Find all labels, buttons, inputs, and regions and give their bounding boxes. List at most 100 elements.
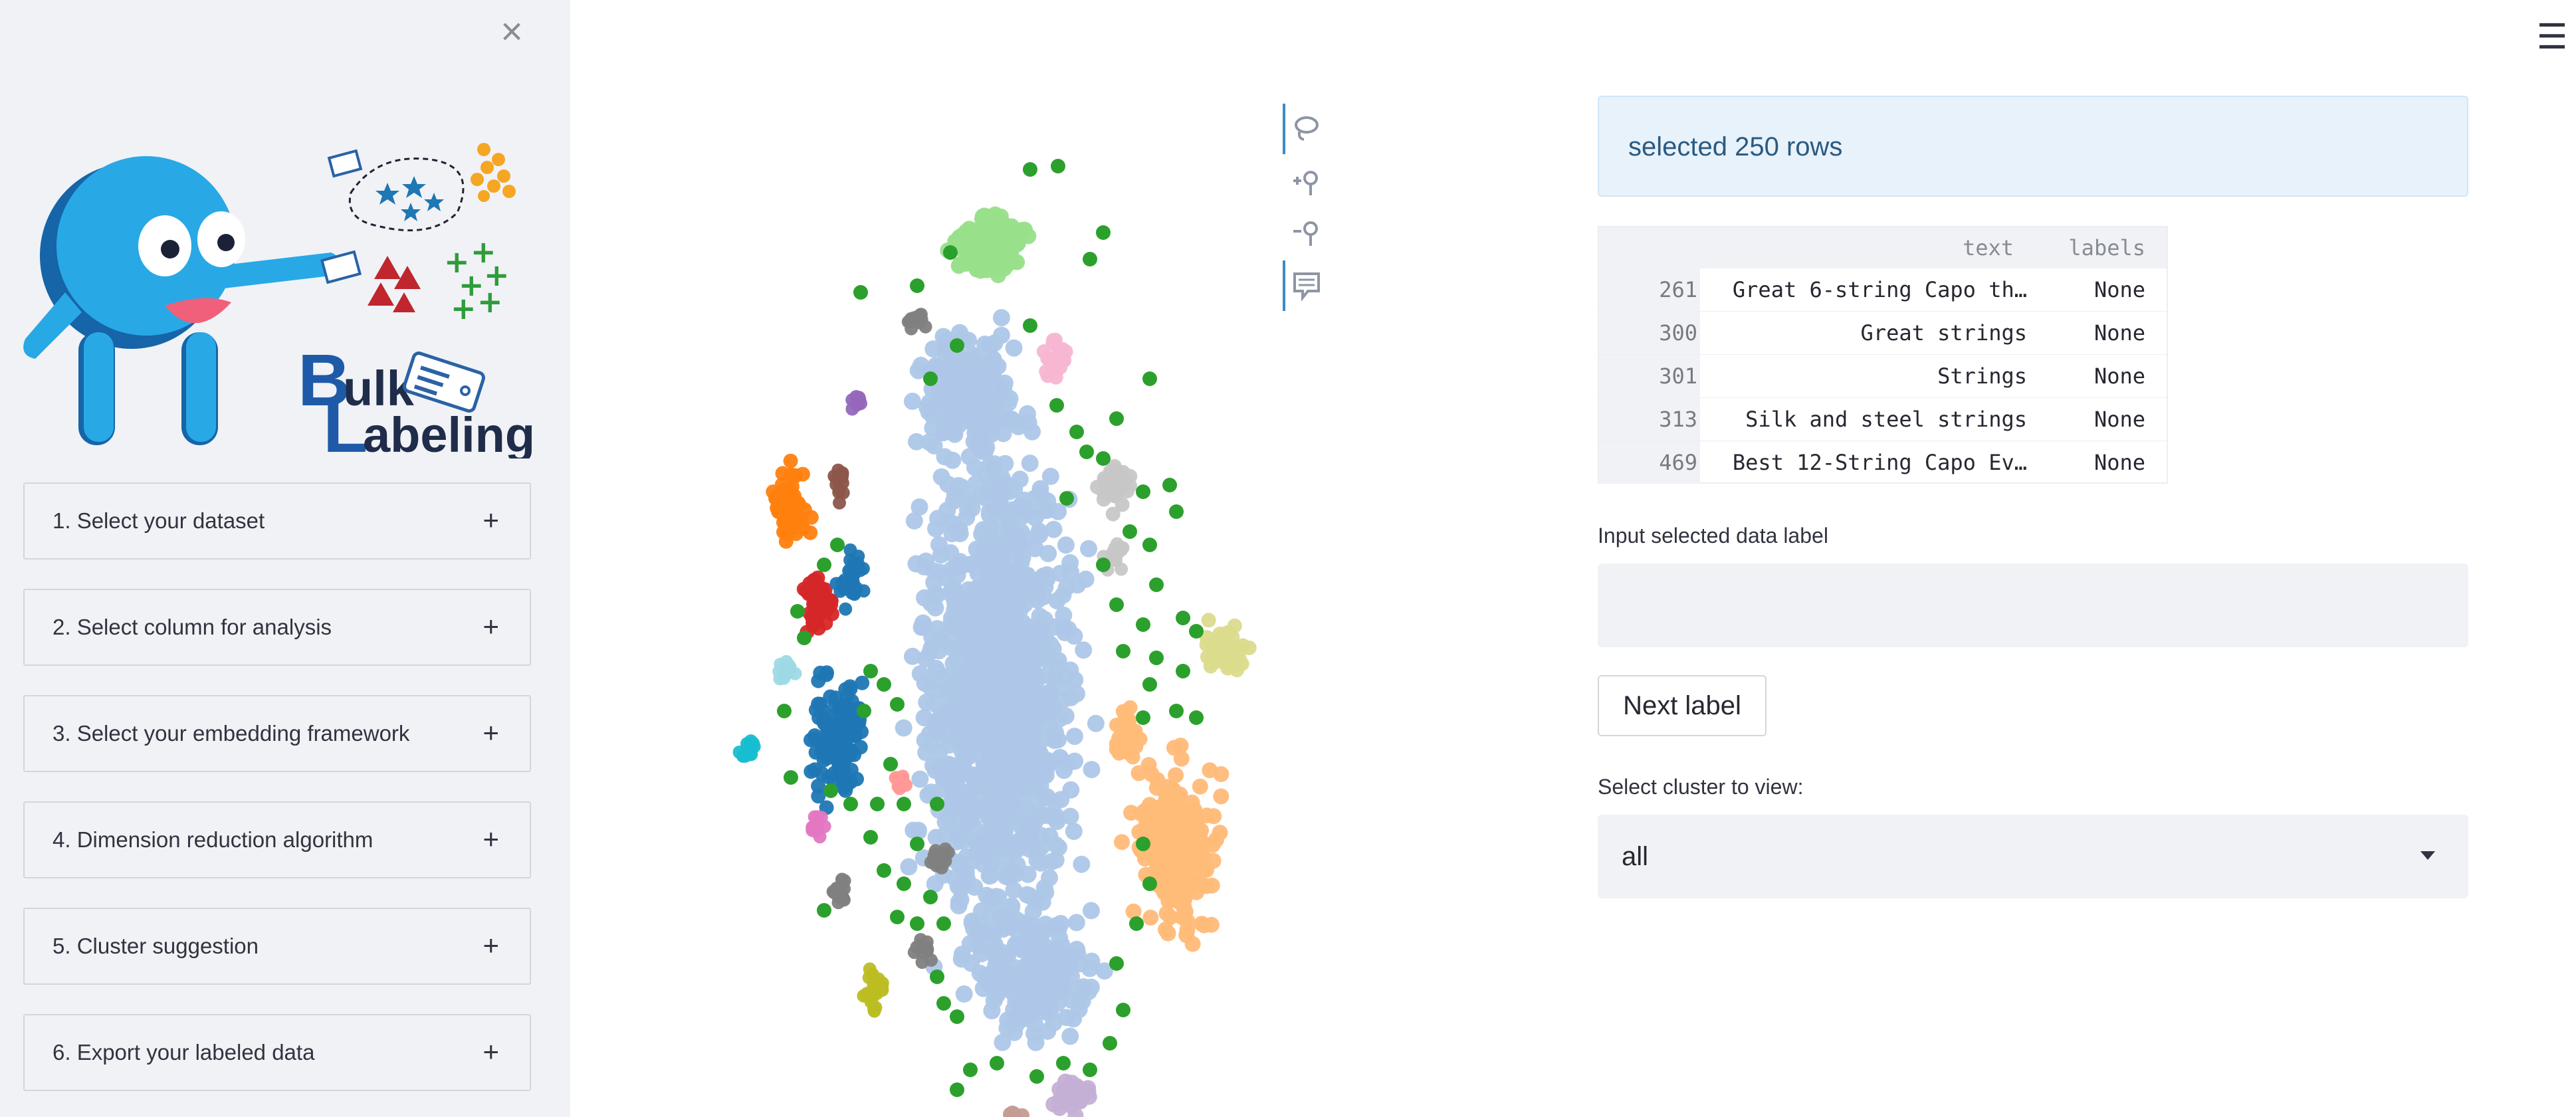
embedding-scatter-plot[interactable] [718, 140, 1289, 1117]
scatter-point [1025, 968, 1043, 986]
scatter-point [998, 838, 1016, 856]
scatter-point [963, 589, 981, 607]
zoom-in-icon[interactable] [1291, 166, 1323, 198]
scatter-point [1172, 738, 1189, 754]
hamburger-icon[interactable]: ☰ [2536, 18, 2568, 56]
scatter-point [1095, 962, 1113, 980]
row-index: 469 [1659, 450, 1697, 475]
sidebar: × [0, 0, 570, 1117]
scatter-point [810, 812, 823, 826]
scatter-point [1170, 792, 1187, 809]
scatter-point [1073, 855, 1091, 873]
scatter-point [833, 880, 847, 894]
selected-rows-table[interactable]: text labels 261 Great 6-string Capo th… … [1598, 226, 2168, 484]
expander-embedding-framework[interactable]: 3. Select your embedding framework + [23, 695, 531, 772]
index-column [1599, 268, 1700, 484]
scatter-point [1033, 893, 1051, 911]
scatter-point [797, 631, 811, 645]
scatter-point [976, 207, 993, 224]
scatter-point [1056, 1056, 1071, 1070]
hover-tooltip-icon[interactable] [1291, 270, 1323, 302]
scatter-point [1149, 651, 1164, 665]
scatter-point [1016, 625, 1033, 643]
scatter-point [1136, 710, 1150, 725]
table-row: 261 Great 6-string Capo th… None [1599, 268, 2167, 312]
scatter-point [969, 565, 987, 582]
scatter-point [934, 669, 952, 687]
data-label-input[interactable] [1598, 563, 2468, 647]
svg-text:+: + [471, 234, 496, 270]
scatter-point [780, 482, 796, 498]
scatter-point [1028, 790, 1046, 808]
zoom-out-icon[interactable] [1291, 217, 1323, 249]
plus-icon: + [483, 823, 499, 855]
scatter-point [1201, 613, 1216, 628]
scatter-point [1192, 778, 1208, 795]
scatter-point [989, 357, 1007, 375]
cluster-select[interactable]: all [1598, 815, 2468, 898]
scatter-point [989, 412, 1006, 430]
scatter-point [1213, 636, 1228, 651]
scatter-point [958, 783, 976, 801]
expander-export-data[interactable]: 6. Export your labeled data + [23, 1014, 531, 1091]
scatter-point [1041, 684, 1059, 701]
scatter-point [994, 245, 1011, 261]
scatter-point [1109, 550, 1123, 563]
scatter-point [1169, 704, 1184, 718]
scatter-point [978, 439, 996, 457]
next-label-button[interactable]: Next label [1598, 675, 1767, 736]
scatter-point [1017, 759, 1035, 777]
scatter-point [992, 966, 1010, 984]
expander-label: 6. Export your labeled data [53, 1040, 315, 1065]
close-icon[interactable]: × [500, 10, 523, 53]
scatter-point [1013, 941, 1031, 959]
scatter-point [853, 285, 868, 300]
scatter-point [995, 781, 1013, 798]
scatter-point [775, 500, 790, 516]
scatter-point [823, 722, 839, 738]
expander-label: 2. Select column for analysis [53, 615, 332, 639]
scatter-point [936, 996, 951, 1011]
scatter-point [1004, 863, 1022, 880]
scatter-point [1036, 344, 1051, 359]
scatter-point [921, 643, 939, 661]
expander-cluster-suggestion[interactable]: 5. Cluster suggestion + [23, 908, 531, 985]
scatter-point [1083, 1063, 1097, 1077]
scatter-point [805, 823, 819, 837]
plus-icon: + [483, 930, 499, 961]
scatter-point [1047, 355, 1063, 370]
lasso-select-icon[interactable] [1291, 112, 1323, 144]
scatter-point [960, 619, 978, 637]
scatter-point [1031, 607, 1049, 625]
scatter-point [833, 496, 846, 510]
scatter-point [923, 371, 938, 386]
scatter-point [845, 702, 860, 717]
scatter-point [811, 778, 826, 793]
scatter-point [1168, 767, 1184, 783]
scatter-point [977, 631, 995, 649]
scatter-point [976, 687, 994, 704]
scatter-point [1090, 479, 1105, 494]
scatter-point [1052, 791, 1070, 809]
scatter-point [1169, 504, 1184, 519]
scatter-point [1039, 716, 1057, 734]
row-label: None [2093, 363, 2145, 389]
expander-select-dataset[interactable]: 1. Select your dataset + [23, 482, 531, 559]
scatter-point [996, 822, 1014, 840]
scatter-point [823, 744, 837, 759]
scatter-point [817, 712, 833, 727]
scatter-point [956, 825, 974, 843]
scatter-point [833, 890, 847, 904]
scatter-point [994, 726, 1012, 744]
plot-toolbar [1281, 102, 1328, 315]
expander-select-column[interactable]: 2. Select column for analysis + [23, 589, 531, 666]
expander-dimension-reduction[interactable]: 4. Dimension reduction algorithm + [23, 801, 531, 878]
scatter-point [1045, 520, 1063, 538]
scatter-point [952, 385, 970, 403]
scatter-point [903, 314, 917, 328]
scatter-point [1030, 522, 1048, 540]
scatter-point [1028, 851, 1046, 869]
scatter-point [988, 536, 1006, 554]
scatter-point [1180, 882, 1196, 898]
scatter-point [922, 678, 940, 696]
